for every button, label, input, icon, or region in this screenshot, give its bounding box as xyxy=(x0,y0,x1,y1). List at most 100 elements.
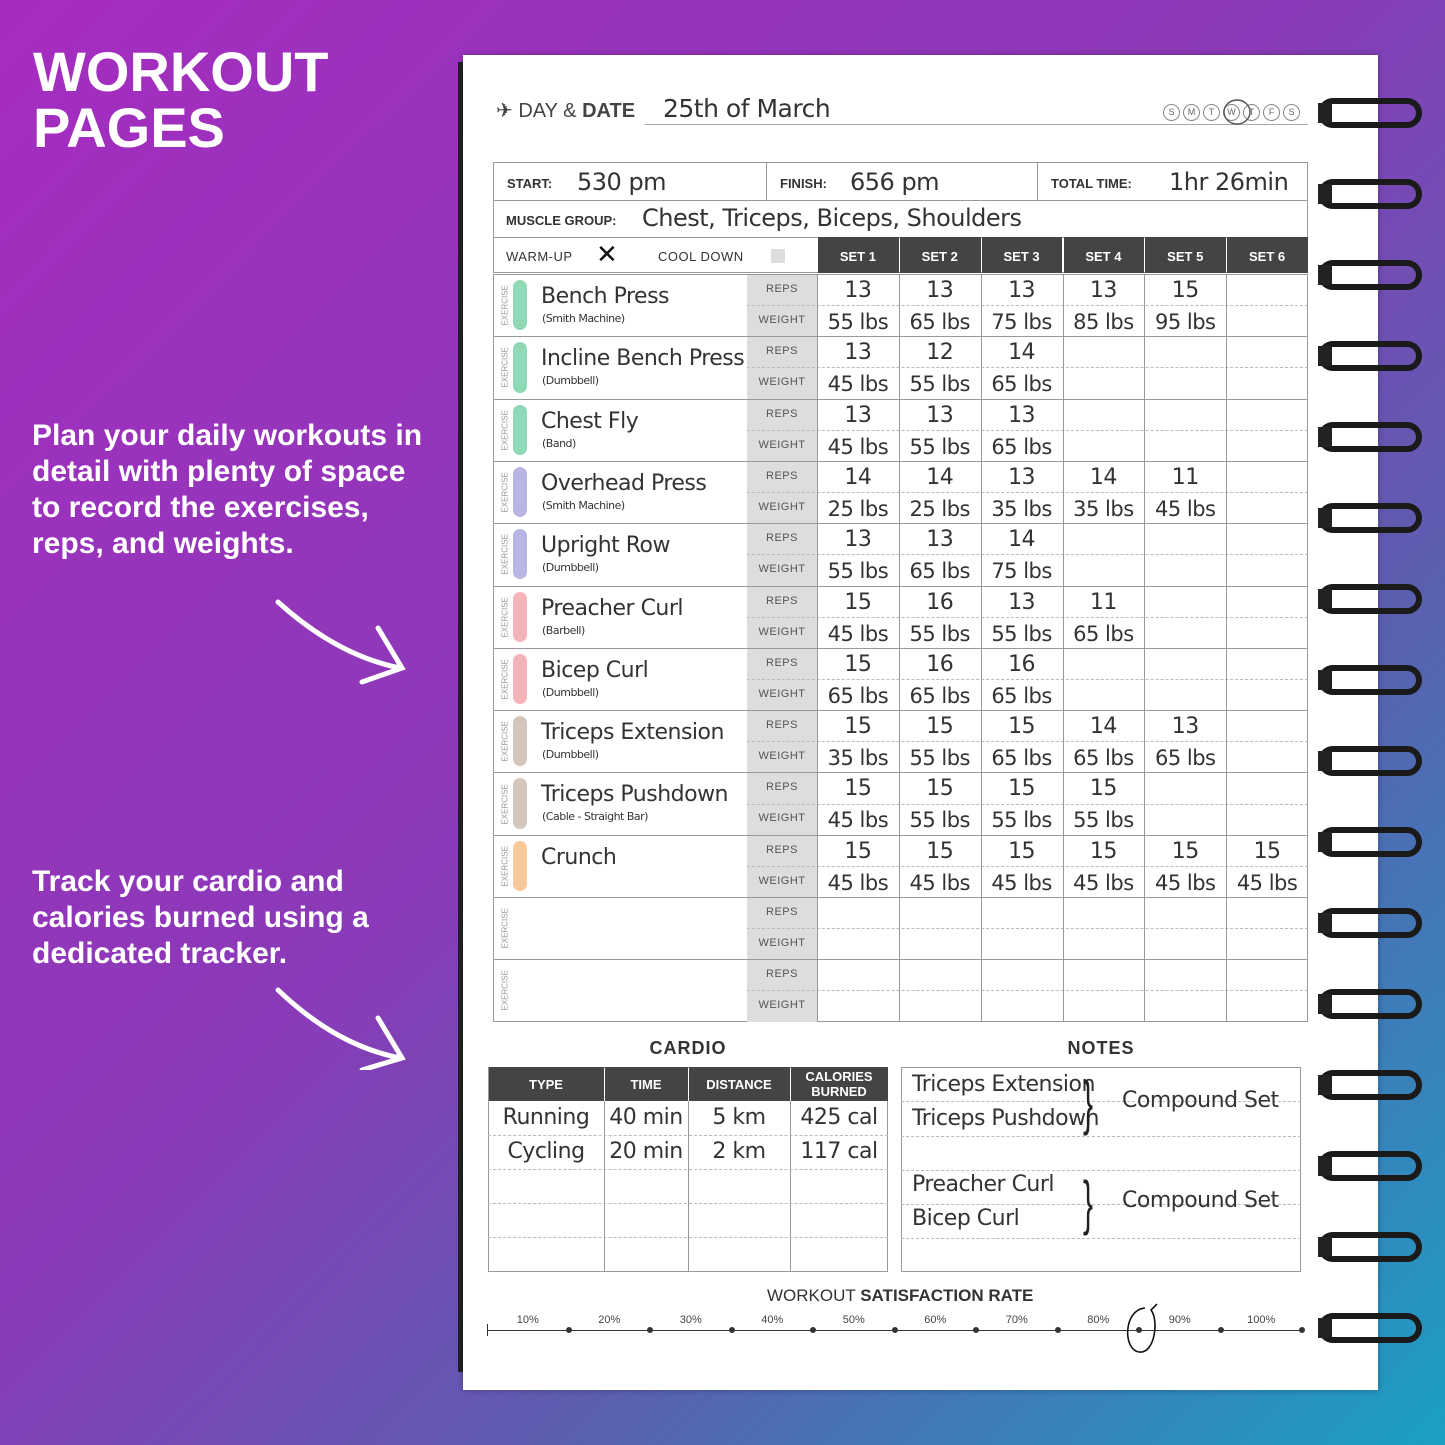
weekday: S xyxy=(1163,104,1180,121)
day-date-label: ✈ DAY & DATE xyxy=(496,100,636,122)
exercise-name: Upright Row xyxy=(541,533,671,559)
weight-value: 35 lbs xyxy=(827,746,889,771)
exercise-tag: EXERCISE xyxy=(500,908,510,949)
scale-label: 70% xyxy=(1005,1314,1028,1326)
row-line xyxy=(493,398,1308,400)
half-line xyxy=(747,803,1308,805)
notes-title: NOTES xyxy=(1067,1038,1135,1058)
weight-value: 55 lbs xyxy=(909,746,970,771)
scale-dot xyxy=(728,1327,735,1333)
col-line xyxy=(898,274,900,1022)
row-line xyxy=(488,1135,888,1136)
summary-label: TOTAL TIME: xyxy=(1051,176,1132,191)
ring xyxy=(1318,341,1422,371)
cardio-value: 40 min xyxy=(609,1105,683,1130)
day-label: DAY & xyxy=(518,100,577,122)
weight-value: 45 lbs xyxy=(1154,870,1216,895)
reps-value: 13 xyxy=(926,402,954,428)
reps-value: 15 xyxy=(926,776,954,802)
weekday: S xyxy=(1283,104,1300,121)
reps-label: REPS xyxy=(766,968,798,981)
scale-label: 30% xyxy=(679,1314,702,1326)
weight-value: 85 lbs xyxy=(1073,310,1134,334)
col-line xyxy=(1226,274,1228,1022)
ring-hole xyxy=(1318,1237,1332,1257)
note-label: Compound Set xyxy=(1122,1088,1279,1113)
cardio-value: Cycling xyxy=(507,1139,585,1164)
reps-value: 13 xyxy=(844,340,872,366)
exercise-note: (Smith Machine) xyxy=(542,498,625,512)
weight-value: 65 lbs xyxy=(991,434,1052,459)
half-line xyxy=(747,492,1308,494)
divider xyxy=(493,200,1308,201)
summary-value: 656 pm xyxy=(850,168,940,196)
weight-value: 45 lbs xyxy=(827,434,889,459)
reps-value: 13 xyxy=(844,402,872,428)
weight-label: WEIGHT xyxy=(758,563,806,576)
note-line xyxy=(901,1170,1301,1171)
reps-value: 16 xyxy=(1008,651,1036,677)
ring xyxy=(1318,665,1422,695)
weekday: T xyxy=(1203,104,1220,121)
reps-value: 15 xyxy=(844,714,872,740)
weight-label: WEIGHT xyxy=(758,999,806,1012)
weight-value: 35 lbs xyxy=(1073,496,1134,521)
weight-value: 95 lbs xyxy=(1154,310,1216,334)
weight-value: 45 lbs xyxy=(827,808,889,833)
ring-hole xyxy=(1318,346,1332,366)
weight-label: WEIGHT xyxy=(758,376,806,389)
color-swoosh xyxy=(513,840,527,891)
weight-label: WEIGHT xyxy=(758,314,806,326)
cardio-header-label: TYPE xyxy=(529,1076,563,1092)
row-line xyxy=(493,959,1308,961)
exercise-note: (Band) xyxy=(542,436,576,450)
ring-hole xyxy=(1318,427,1332,447)
scale-dot xyxy=(973,1327,979,1333)
color-swoosh xyxy=(513,591,527,642)
summary-label: MUSCLE GROUP: xyxy=(506,213,617,228)
weight-value: 75 lbs xyxy=(991,310,1052,334)
ring xyxy=(1318,1151,1422,1181)
scale-label: 80% xyxy=(1087,1314,1110,1326)
weekday: M xyxy=(1183,104,1200,121)
ring-hole xyxy=(1318,832,1332,852)
set-header xyxy=(1227,237,1308,273)
weight-value: 75 lbs xyxy=(991,559,1052,584)
reps-value: 15 xyxy=(844,651,872,677)
weight-value: 65 lbs xyxy=(909,310,970,334)
row-line xyxy=(493,274,1308,275)
ring xyxy=(1318,422,1422,452)
cardio-value: 5 km xyxy=(712,1105,766,1130)
note-item: Triceps Extension xyxy=(912,1072,1095,1097)
exercise-name: Bench Press xyxy=(541,284,670,309)
ring-hole xyxy=(1318,184,1332,204)
reps-value: 15 xyxy=(926,714,954,740)
half-line xyxy=(747,741,1308,743)
row-line xyxy=(493,710,1308,712)
reps-label: REPS xyxy=(766,719,798,732)
title-bold: SATISFACTION RATE xyxy=(860,1286,1034,1305)
scale-label: 20% xyxy=(598,1314,621,1326)
weight-value: 45 lbs xyxy=(1236,870,1298,895)
weight-value: 45 lbs xyxy=(1073,870,1134,895)
weight-value: 25 lbs xyxy=(909,496,970,521)
reps-value: 15 xyxy=(1089,776,1117,802)
exercise-name: Chest Fly xyxy=(541,408,639,434)
arrow xyxy=(275,599,406,685)
col-line xyxy=(790,1101,791,1272)
ring-hole xyxy=(1318,913,1332,933)
reps-value: 15 xyxy=(1008,714,1036,740)
note-line xyxy=(901,1238,1301,1239)
col-line xyxy=(1062,274,1064,1022)
reps-label: REPS xyxy=(766,407,798,420)
half-line xyxy=(747,616,1308,618)
ring xyxy=(1318,989,1422,1019)
cardio-header-label: CALORIES BURNED xyxy=(805,1069,873,1099)
reps-label: REPS xyxy=(766,906,798,918)
weight-value: 55 lbs xyxy=(1073,808,1134,833)
reps-value: 13 xyxy=(1008,278,1036,303)
summary-value: 530 pm xyxy=(577,168,667,196)
color-swoosh xyxy=(513,653,527,705)
summary-label: FINISH: xyxy=(780,176,827,191)
scale-dot xyxy=(891,1327,898,1333)
